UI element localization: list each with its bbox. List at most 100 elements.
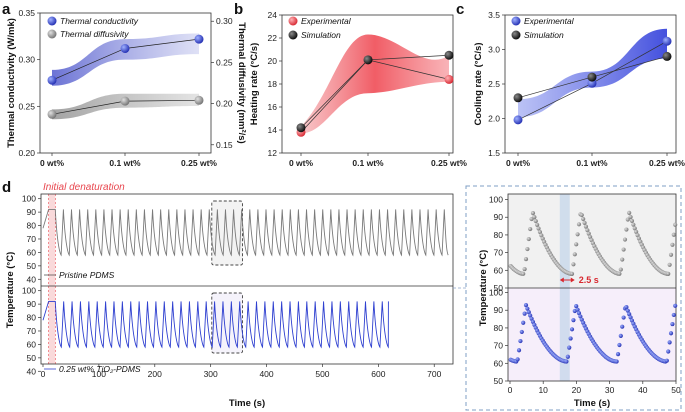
inset-pristine-point-86 bbox=[628, 214, 633, 220]
legend-simulation-c: Simulation bbox=[524, 30, 564, 40]
chart-a-x-ticks: 0 wt% 0.1 wt% 0.25 wt% bbox=[40, 153, 217, 168]
inset-pristine-point-78 bbox=[617, 271, 622, 276]
inset-tio2-points bbox=[508, 302, 678, 364]
inset-tio2-point-84 bbox=[625, 308, 630, 313]
i-ytop-tick-2: 70 bbox=[494, 248, 504, 258]
inset-pristine-point-17 bbox=[532, 215, 537, 220]
inset-tio2-point-78 bbox=[617, 342, 622, 348]
inset-pristine-point-14 bbox=[528, 226, 533, 232]
d-x-tick-1: 100 bbox=[92, 369, 106, 379]
inset-pristine-point-52 bbox=[581, 216, 586, 222]
inset-pristine-point-10 bbox=[522, 266, 527, 272]
inset-tio2-point-81 bbox=[621, 315, 626, 320]
pristine-pdms-trace bbox=[42, 208, 449, 257]
tio2-pdms-trace bbox=[42, 300, 389, 349]
diffusivity-point-2 bbox=[194, 95, 204, 105]
i-ybot-tick-0: 50 bbox=[494, 376, 504, 386]
inset-pristine-point-12 bbox=[525, 246, 530, 252]
heating-simulation-point-1 bbox=[363, 55, 373, 65]
b-y-tick-4: 20 bbox=[268, 56, 278, 66]
i-x-tick-4: 40 bbox=[638, 385, 648, 395]
conductivity-point-1 bbox=[120, 43, 130, 53]
inset-pristine-point-46 bbox=[572, 252, 577, 257]
inset-pristine-point-80 bbox=[620, 257, 625, 262]
interval-label: 2.5 s bbox=[579, 275, 599, 285]
cooling-experimental-point-0 bbox=[513, 115, 523, 125]
inset-border bbox=[465, 185, 682, 411]
conductivity-point-0 bbox=[47, 75, 57, 85]
inset-pristine-point-90 bbox=[634, 229, 639, 234]
d-x-tick-7: 700 bbox=[427, 369, 441, 379]
inset-pristine-point-21 bbox=[537, 229, 543, 235]
c-y-tick-2: 2.5 bbox=[488, 79, 500, 89]
a-yr-tick-0: 0.15 bbox=[216, 140, 233, 150]
legend-diffusivity: Thermal diffusivity bbox=[60, 29, 129, 39]
b-x-tick-2: 0.25 wt% bbox=[431, 158, 467, 168]
a-yr-tick-1: 0.20 bbox=[216, 99, 233, 109]
chart-b-y-ticks: 12 14 16 18 20 22 24 bbox=[268, 10, 282, 158]
panel-label-c: c bbox=[456, 1, 464, 18]
interval-arrowhead-left bbox=[559, 277, 564, 283]
inset-tio2-point-115 bbox=[668, 331, 674, 336]
inset-tio2-point-112 bbox=[664, 358, 669, 363]
chart-a-ylabel: Thermal conductivity (W/mk) bbox=[6, 18, 17, 148]
i-ytop-tick-3: 80 bbox=[494, 230, 504, 240]
chart-a-ylabel-right: Thermal diffusivity (mm²/s) bbox=[236, 22, 247, 143]
panel-label-d: d bbox=[2, 179, 11, 196]
d-ybot-tick-3: 70 bbox=[27, 326, 37, 336]
inset-pristine-point-117 bbox=[671, 232, 676, 237]
i-x-tick-3: 30 bbox=[605, 385, 615, 395]
chart-d-inset: 50 60 70 80 90 100 50 60 70 80 90 100 0 10 20 30 40 50 … bbox=[465, 185, 682, 411]
d-ybot-tick-4: 80 bbox=[27, 313, 37, 323]
heating-simulation-point-0 bbox=[296, 123, 306, 133]
b-x-tick-1: 0.1 wt% bbox=[352, 158, 384, 168]
panel-label-b: b bbox=[234, 1, 243, 18]
c-y-tick-3: 3.0 bbox=[488, 45, 500, 55]
b-y-tick-2: 16 bbox=[268, 102, 278, 112]
i-ytop-tick-0: 50 bbox=[494, 283, 504, 293]
inset-pristine-point-114 bbox=[667, 262, 672, 267]
i-x-tick-1: 10 bbox=[538, 385, 548, 395]
inset-tio2-point-15 bbox=[529, 316, 534, 321]
inset-pristine-point-55 bbox=[585, 228, 590, 233]
a-yr-tick-3: 0.30 bbox=[216, 16, 233, 26]
inset-pristine-point-45 bbox=[571, 262, 576, 267]
inset-pristine-point-49 bbox=[576, 222, 582, 227]
d-x-tick-4: 400 bbox=[259, 369, 273, 379]
d-ytop-tick-1: 50 bbox=[27, 261, 37, 271]
inset-tio2-point-42 bbox=[567, 345, 572, 350]
inset-pristine-point-87 bbox=[629, 218, 635, 223]
d-ytop-tick-2: 60 bbox=[27, 247, 37, 257]
i-ybot-tick-1: 60 bbox=[494, 358, 504, 368]
chart-c: 1.5 2.0 2.5 3.0 3.5 0 wt% 0.1 wt% 0.25 wt% Exp… bbox=[473, 10, 685, 168]
c-x-tick-2: 0.25 wt% bbox=[649, 158, 685, 168]
b-y-tick-6: 24 bbox=[268, 10, 278, 20]
i-ytop-tick-4: 90 bbox=[494, 212, 504, 222]
inset-pristine-points bbox=[508, 210, 678, 276]
inset-pristine-point-18 bbox=[533, 218, 538, 224]
i-ybot-tick-2: 70 bbox=[494, 341, 504, 351]
a-x-tick-1: 0.1 wt% bbox=[109, 158, 141, 168]
chart-c-ylabel: Cooling rate (°C/s) bbox=[473, 43, 484, 126]
conductivity-point-2 bbox=[194, 34, 204, 44]
d-ybot-tick-1: 50 bbox=[27, 353, 37, 363]
inset-pristine-point-85 bbox=[627, 210, 632, 216]
inset-pristine-point-47 bbox=[574, 242, 579, 247]
inset-tio2-point-10 bbox=[522, 311, 527, 316]
d-ybot-tick-0: 40 bbox=[27, 366, 37, 376]
inset-tio2-point-12 bbox=[525, 306, 530, 311]
heating-simulation-point-2 bbox=[444, 50, 454, 60]
inset-tio2-point-7 bbox=[518, 338, 523, 344]
chart-a-points bbox=[47, 34, 204, 119]
inset-pristine-point-116 bbox=[670, 242, 675, 247]
inset-tio2-point-117 bbox=[671, 312, 676, 318]
inset-ylabel: Temperature (°C) bbox=[478, 250, 489, 326]
chart-a-frame bbox=[39, 12, 212, 154]
inset-pristine-point-54 bbox=[583, 224, 589, 229]
d-x-tick-6: 600 bbox=[371, 369, 385, 379]
inset-tio2-point-9 bbox=[521, 320, 526, 325]
inset-pristine-point-91 bbox=[635, 233, 640, 238]
inset-y-ticks-bottom: 50 60 70 80 90 100 bbox=[489, 288, 508, 386]
inset-pristine-point-48 bbox=[575, 232, 580, 237]
